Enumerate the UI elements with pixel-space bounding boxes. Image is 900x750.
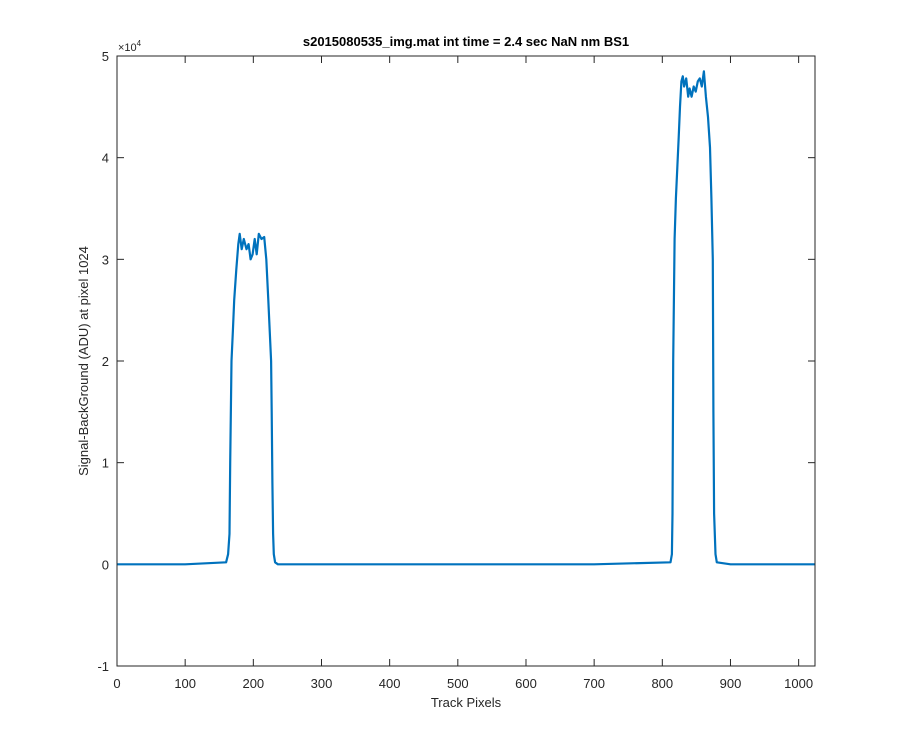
y-tick-label: 1 <box>102 456 109 471</box>
series-line <box>117 70 815 566</box>
x-tick-label: 500 <box>447 676 469 691</box>
y-tick-label: 2 <box>102 354 109 369</box>
y-tick-label: 0 <box>102 557 109 572</box>
x-tick-label: 1000 <box>784 676 813 691</box>
chart-title: s2015080535_img.mat int time = 2.4 sec N… <box>303 34 629 49</box>
plot-frame <box>116 55 816 667</box>
y-tick-label: -1 <box>97 659 109 674</box>
y-axis-label: Signal-BackGround (ADU) at pixel 1024 <box>76 246 91 476</box>
y-tick-label: 3 <box>102 252 109 267</box>
x-tick-label: 700 <box>583 676 605 691</box>
x-tick-label: 900 <box>720 676 742 691</box>
x-axis-label: Track Pixels <box>431 695 502 710</box>
y-scale-exponent: 4 <box>137 39 142 48</box>
x-tick-label: 200 <box>242 676 264 691</box>
y-scale-factor: ×104 <box>118 39 142 54</box>
x-tick-label: 400 <box>379 676 401 691</box>
x-tick-label: 600 <box>515 676 537 691</box>
y-tick-label: 5 <box>102 49 109 64</box>
x-tick-label: 300 <box>311 676 333 691</box>
x-tick-label: 100 <box>174 676 196 691</box>
y-scale-base: ×10 <box>118 42 137 54</box>
x-tick-label: 800 <box>651 676 673 691</box>
x-tick-label: 0 <box>113 676 120 691</box>
x-axis-ticks: 0 100 200 300 400 500 600 700 800 900 1000 <box>113 56 813 691</box>
y-tick-label: 4 <box>102 151 109 166</box>
